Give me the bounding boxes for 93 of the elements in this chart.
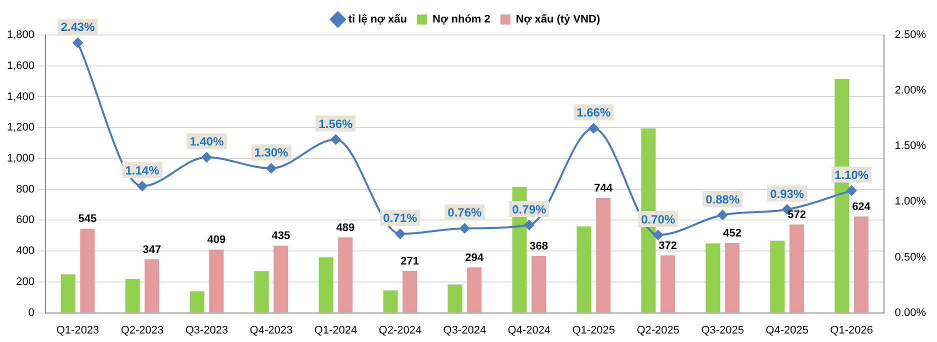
y-tick-label: 0	[28, 306, 35, 319]
data-label: 545	[78, 213, 97, 226]
y-tick-label: 1,200	[6, 122, 35, 134]
bar	[125, 278, 140, 312]
data-label: 0.93%	[770, 186, 804, 201]
data-label: 624	[852, 201, 872, 214]
point	[137, 181, 148, 192]
data-label: 452	[723, 228, 742, 240]
y2-tick-label: 1.50%	[894, 140, 926, 152]
y-tick-label: 1,400	[6, 90, 35, 103]
data-label: 0.70%	[641, 212, 676, 226]
x-tick-label: Q2-2025	[636, 324, 680, 336]
point	[202, 152, 212, 162]
bar	[467, 267, 482, 312]
bar	[190, 291, 204, 312]
bar	[144, 259, 160, 312]
data-label: 1.30%	[254, 146, 289, 160]
data-label: 1.10%	[834, 168, 869, 182]
y2-tick-label: 0.00%	[894, 306, 926, 319]
data-label: 1.14%	[125, 163, 160, 178]
point	[330, 134, 341, 144]
point	[718, 210, 728, 220]
bar	[790, 224, 804, 312]
x-tick-label: Q4-2023	[250, 324, 293, 336]
bar	[318, 257, 334, 312]
x-tick-label: Q2-2023	[120, 324, 164, 336]
point	[72, 38, 83, 48]
data-label: 0.76%	[448, 206, 482, 220]
data-label: 409	[207, 234, 226, 246]
bar	[448, 284, 462, 312]
data-label: 1.40%	[190, 134, 224, 149]
data-label: 294	[465, 252, 484, 264]
point	[460, 223, 470, 234]
y-tick-label: 1,800	[6, 29, 35, 42]
bar	[274, 246, 288, 312]
x-tick-label: Q3-2023	[185, 324, 228, 336]
bar	[596, 198, 611, 312]
x-tick-label: Q4-2024	[508, 324, 551, 336]
data-label: 2.43%	[60, 20, 96, 34]
data-label: 0.88%	[706, 192, 740, 206]
bar	[383, 290, 398, 312]
y2-tick-label: 2.50%	[894, 29, 926, 42]
bar	[706, 243, 720, 312]
bar	[60, 274, 76, 312]
point	[846, 186, 857, 196]
bar	[532, 256, 546, 312]
data-label: 1.56%	[318, 116, 354, 131]
x-tick-label: Q2-2024	[378, 324, 422, 336]
y-tick-label: 1,600	[6, 60, 35, 72]
y-tick-label: 600	[16, 214, 35, 226]
y-tick-label: 800	[16, 183, 35, 196]
bar	[254, 271, 269, 312]
x-tick-label: Q3-2024	[443, 324, 486, 336]
data-label: 368	[530, 240, 548, 253]
bar	[338, 237, 353, 312]
data-label: 1.66%	[576, 106, 611, 120]
legend-label: Nợ nhóm 2	[432, 14, 490, 26]
y2-tick-label: 1.00%	[894, 196, 926, 208]
x-tick-label: Q1-2025	[572, 324, 616, 336]
bar	[209, 250, 224, 312]
data-label: 0.79%	[512, 202, 546, 216]
point	[395, 228, 406, 239]
bar	[770, 240, 785, 312]
y2-tick-label: 0.50%	[894, 251, 926, 264]
legend-label: Nợ xấu (tỷ VND)	[516, 14, 600, 26]
bar	[854, 216, 868, 312]
bar	[576, 226, 592, 312]
x-tick-label: Q1-2026	[830, 324, 873, 336]
y-tick-label: 200	[16, 276, 35, 288]
point	[266, 163, 276, 174]
data-label: 347	[142, 244, 162, 256]
y-tick-label: 1,000	[6, 152, 35, 164]
bar	[660, 255, 676, 312]
x-tick-label: Q4-2025	[766, 324, 808, 336]
x-tick-label: Q1-2023	[56, 324, 100, 336]
data-label: 271	[400, 256, 420, 268]
bar	[80, 228, 95, 312]
x-tick-label: Q3-2025	[701, 324, 744, 336]
data-label: 572	[788, 209, 806, 222]
data-label: 0.71%	[383, 211, 418, 226]
data-label: 489	[336, 222, 355, 234]
bar	[725, 243, 740, 312]
data-label: 372	[658, 240, 677, 252]
data-label: 744	[594, 182, 614, 195]
legend-label: tỉ lệ nợ xấu	[348, 14, 407, 26]
point	[653, 230, 664, 240]
data-label: 435	[272, 230, 290, 242]
y2-tick-label: 2.00%	[894, 84, 926, 97]
point	[588, 123, 599, 134]
bar	[402, 270, 418, 312]
x-tick-label: Q1-2024	[314, 324, 358, 336]
point	[524, 220, 534, 230]
y-tick-label: 400	[16, 245, 35, 258]
